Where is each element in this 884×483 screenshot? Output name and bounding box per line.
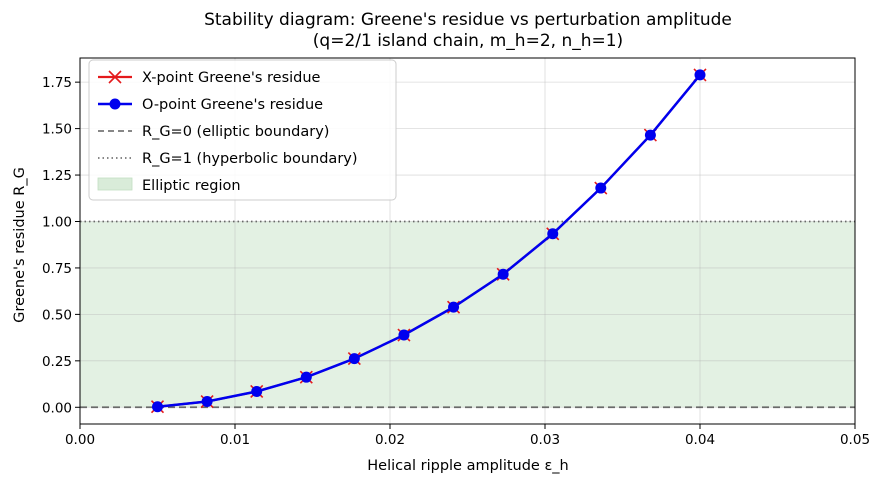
- x-tick-label-5: 0.05: [840, 432, 870, 448]
- legend-o-point-label: O-point Greene's residue: [142, 97, 323, 113]
- x-tick-label-1: 0.01: [220, 432, 250, 448]
- o-point-marker-8: [547, 228, 559, 240]
- o-point-series-line: [157, 74, 701, 408]
- o-point-marker-11: [694, 69, 706, 81]
- o-point-marker-2: [251, 385, 263, 397]
- legend-x-point-marker: [108, 70, 122, 84]
- y-tick-label-2: 0.50: [42, 307, 72, 323]
- o-point-marker-7: [497, 268, 509, 280]
- o-point-marker-3: [300, 371, 312, 383]
- o-point-marker-0: [152, 401, 163, 413]
- x-tick-label-4: 0.04: [685, 432, 715, 448]
- x-axis-label: Helical ripple amplitude ε_h: [367, 458, 569, 474]
- plot-area: 0.00 0.01 0.02 0.03 0.04 0.05 0.00 0.25 0.50 0.75…: [42, 57, 870, 448]
- y-tick-label-1: 0.25: [42, 354, 72, 370]
- y-tick-label-3: 0.75: [42, 261, 72, 277]
- x-tick-label-0: 0.00: [65, 432, 95, 448]
- o-point-marker-5: [398, 329, 410, 341]
- plot-frame: [79, 57, 856, 425]
- o-point-marker-1: [201, 396, 213, 408]
- o-point-marker-10: [644, 129, 656, 141]
- y-tick-label-0: 0.00: [42, 400, 72, 416]
- legend-o-point-marker: [109, 98, 121, 110]
- y-axis-label: Greene's residue R_G: [12, 167, 28, 323]
- legend-elliptic-region-label: Elliptic region: [142, 178, 241, 194]
- legend-elliptic-region-swatch: [97, 177, 133, 191]
- elliptic-region-shade: [80, 221, 855, 408]
- y-tick-label-6: 1.50: [42, 122, 72, 138]
- y-tick-label-4: 1.00: [42, 214, 72, 230]
- legend-elliptic-boundary-label: R_G=0 (elliptic boundary): [142, 124, 329, 140]
- chart-subtitle: (q=2/1 island chain, m_h=2, n_h=1): [313, 31, 623, 51]
- o-point-marker-6: [448, 301, 460, 313]
- legend-hyperbolic-boundary-label: R_G=1 (hyperbolic boundary): [142, 151, 358, 167]
- legend-x-point-label: X-point Greene's residue: [142, 70, 321, 86]
- x-tick-label-2: 0.02: [375, 432, 405, 448]
- x-tick-label-3: 0.03: [530, 432, 560, 448]
- legend: X-point Greene's residue O-point Greene'…: [88, 59, 397, 201]
- legend-box: [88, 59, 397, 201]
- o-point-marker-9: [595, 182, 607, 194]
- o-point-marker-4: [348, 353, 360, 365]
- y-tick-label-5: 1.25: [42, 168, 72, 184]
- chart-title: Stability diagram: Greene's residue vs p…: [204, 10, 732, 30]
- y-tick-label-7: 1.75: [42, 75, 72, 91]
